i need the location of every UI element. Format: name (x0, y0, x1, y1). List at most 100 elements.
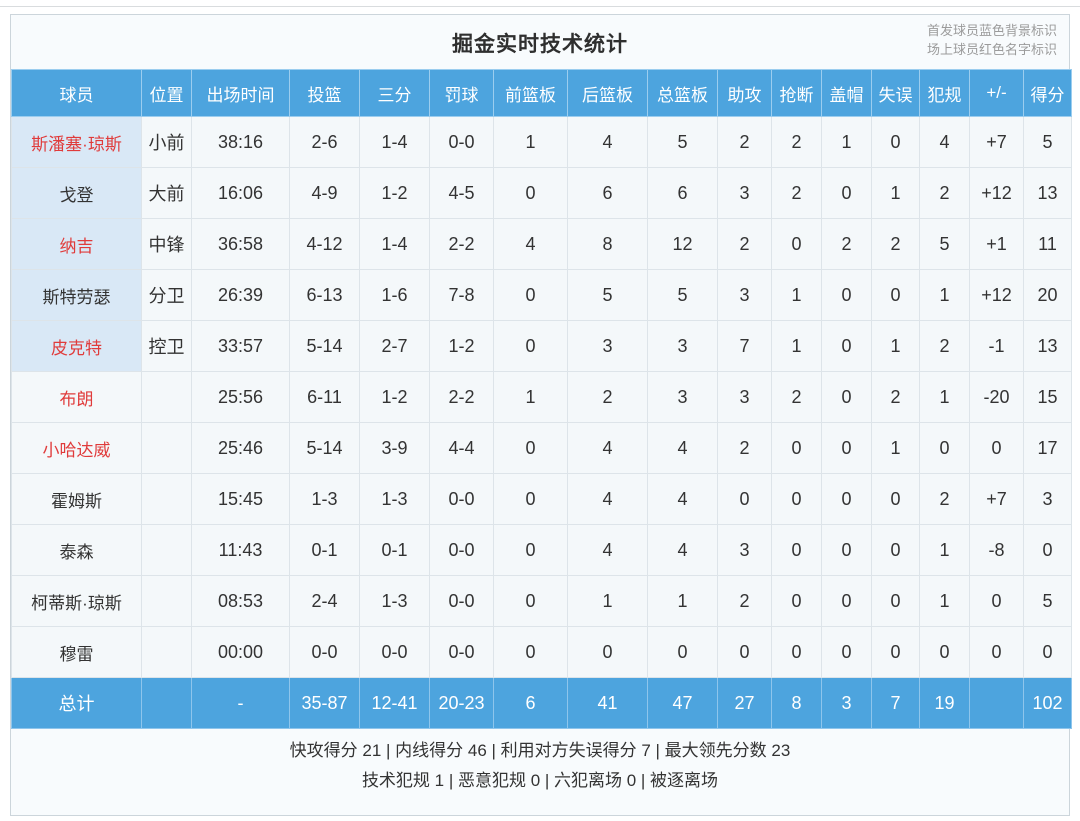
blk-cell: 0 (821, 575, 872, 627)
position-cell (141, 473, 192, 525)
blk-cell: 0 (821, 269, 872, 321)
ft-cell: 0-0 (429, 524, 494, 576)
fg-cell: 1-3 (289, 473, 360, 525)
ft-cell: 1-2 (429, 320, 494, 372)
treb-cell: 4 (647, 473, 718, 525)
player-row: 斯潘塞·琼斯 小前 38:16 2-6 1-4 0-0 1 4 5 2 2 1 … (11, 116, 1072, 168)
plusminus-cell: +12 (969, 167, 1024, 219)
ast-cell: 3 (717, 524, 772, 576)
col-dreb: 后篮板 (567, 69, 648, 117)
oreb-cell: 0 (493, 626, 568, 678)
ast-cell: 3 (717, 269, 772, 321)
fg-cell: 0-0 (289, 626, 360, 678)
plusminus-cell: -8 (969, 524, 1024, 576)
3pt-cell: 1-4 (359, 218, 430, 270)
player-row: 泰森 11:43 0-1 0-1 0-0 0 4 4 3 0 0 0 1 -8 … (11, 524, 1072, 576)
pf-cell: 2 (919, 320, 970, 372)
plusminus-cell: 0 (969, 422, 1024, 474)
stl-cell: 2 (771, 167, 822, 219)
player-row: 霍姆斯 15:45 1-3 1-3 0-0 0 4 4 0 0 0 0 2 +7… (11, 473, 1072, 525)
pts-cell: 15 (1023, 371, 1072, 423)
player-name-cell: 布朗 (11, 371, 142, 423)
tov-cell: 1 (871, 320, 920, 372)
totals-label: 总计 (11, 677, 142, 729)
legend-line-starters: 首发球员蓝色背景标识 (926, 23, 1057, 38)
fg-cell: 2-6 (289, 116, 360, 168)
player-name-cell: 斯特劳瑟 (11, 269, 142, 321)
ft-cell: 0-0 (429, 473, 494, 525)
minutes-cell: 16:06 (191, 167, 290, 219)
player-row: 戈登 大前 16:06 4-9 1-2 4-5 0 6 6 3 2 0 1 2 … (11, 167, 1072, 219)
pf-cell: 0 (919, 626, 970, 678)
legend-line-oncourt: 场上球员红色名字标识 (926, 42, 1057, 57)
oreb-cell: 0 (493, 524, 568, 576)
position-cell: 控卫 (141, 320, 192, 372)
summary-line-fouls: 技术犯规 1 | 恶意犯规 0 | 六犯离场 0 | 被逐离场 (361, 771, 719, 790)
dreb-cell: 41 (567, 677, 648, 729)
minutes-cell: - (191, 677, 290, 729)
3pt-cell: 1-3 (359, 473, 430, 525)
minutes-cell: 25:46 (191, 422, 290, 474)
ft-cell: 0-0 (429, 116, 494, 168)
player-row: 皮克特 控卫 33:57 5-14 2-7 1-2 0 3 3 7 1 0 1 … (11, 320, 1072, 372)
treb-cell: 5 (647, 116, 718, 168)
treb-cell: 0 (647, 626, 718, 678)
ast-cell: 2 (717, 422, 772, 474)
header-row: 球员 位置 出场时间 投篮 三分 罚球 前篮板 后篮板 总篮板 助攻 抢断 盖帽… (11, 69, 1072, 117)
col-fg: 投篮 (289, 69, 360, 117)
tov-cell: 1 (871, 422, 920, 474)
fg-cell: 4-12 (289, 218, 360, 270)
player-name-cell: 穆雷 (11, 626, 142, 678)
dreb-cell: 4 (567, 524, 648, 576)
position-cell (141, 677, 192, 729)
player-name-cell: 纳吉 (11, 218, 142, 270)
pts-cell: 11 (1023, 218, 1072, 270)
3pt-cell: 1-2 (359, 167, 430, 219)
tov-cell: 7 (871, 677, 920, 729)
stl-cell: 8 (771, 677, 822, 729)
blk-cell: 2 (821, 218, 872, 270)
3pt-cell: 1-2 (359, 371, 430, 423)
ft-cell: 7-8 (429, 269, 494, 321)
col-player: 球员 (11, 69, 142, 117)
minutes-cell: 36:58 (191, 218, 290, 270)
minutes-cell: 25:56 (191, 371, 290, 423)
treb-cell: 47 (647, 677, 718, 729)
ft-cell: 2-2 (429, 218, 494, 270)
minutes-cell: 11:43 (191, 524, 290, 576)
col-blk: 盖帽 (821, 69, 872, 117)
dreb-cell: 4 (567, 422, 648, 474)
minutes-cell: 00:00 (191, 626, 290, 678)
stl-cell: 0 (771, 422, 822, 474)
player-row: 斯特劳瑟 分卫 26:39 6-13 1-6 7-8 0 5 5 3 1 0 0… (11, 269, 1072, 321)
oreb-cell: 6 (493, 677, 568, 729)
pf-cell: 1 (919, 575, 970, 627)
treb-cell: 1 (647, 575, 718, 627)
pf-cell: 0 (919, 422, 970, 474)
pf-cell: 4 (919, 116, 970, 168)
pts-cell: 13 (1023, 320, 1072, 372)
stl-cell: 2 (771, 371, 822, 423)
dreb-cell: 8 (567, 218, 648, 270)
stl-cell: 1 (771, 320, 822, 372)
ast-cell: 3 (717, 167, 772, 219)
panel-header: 掘金实时技术统计 首发球员蓝色背景标识 场上球员红色名字标识 (11, 15, 1069, 69)
oreb-cell: 4 (493, 218, 568, 270)
3pt-cell: 2-7 (359, 320, 430, 372)
player-row: 柯蒂斯·琼斯 08:53 2-4 1-3 0-0 0 1 1 2 0 0 0 1… (11, 575, 1072, 627)
oreb-cell: 0 (493, 167, 568, 219)
dreb-cell: 4 (567, 116, 648, 168)
player-name-cell: 斯潘塞·琼斯 (11, 116, 142, 168)
position-cell (141, 524, 192, 576)
plusminus-cell: +1 (969, 218, 1024, 270)
pts-cell: 13 (1023, 167, 1072, 219)
totals-row: 总计 - 35-87 12-41 20-23 6 41 47 27 8 3 7 … (11, 677, 1072, 729)
ast-cell: 2 (717, 575, 772, 627)
col-pf: 犯规 (919, 69, 970, 117)
fg-cell: 35-87 (289, 677, 360, 729)
position-cell: 小前 (141, 116, 192, 168)
position-cell (141, 626, 192, 678)
ast-cell: 7 (717, 320, 772, 372)
player-name-cell: 柯蒂斯·琼斯 (11, 575, 142, 627)
blk-cell: 0 (821, 371, 872, 423)
